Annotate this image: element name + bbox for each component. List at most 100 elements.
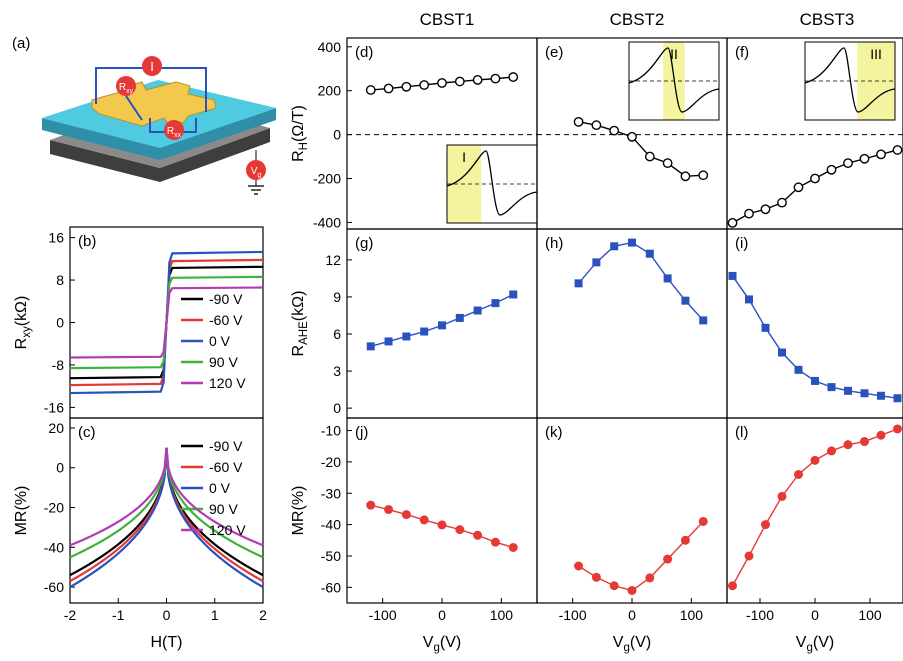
g-ytick-label-1: 3 (333, 363, 341, 379)
d-ytick-label-2: 0 (333, 127, 341, 143)
j-point-8 (508, 543, 518, 552)
l-point-0 (728, 581, 737, 591)
c-xtick-label-0: -2 (64, 607, 77, 623)
c-legend-label-3: 90 V (209, 501, 238, 517)
j-xtick-label-0: -100 (369, 607, 397, 623)
b-legend-label-0: -90 V (209, 291, 243, 307)
i-point-0 (728, 271, 737, 280)
d-ytick-label-4: 400 (318, 39, 342, 55)
d-inset-curve (446, 150, 538, 216)
i-point-9 (877, 391, 885, 400)
g-point-4 (438, 321, 446, 330)
d-point-0 (365, 85, 376, 95)
k-xlabel: Vg(V) (613, 634, 651, 654)
d-point-4 (437, 78, 447, 88)
h-frame (536, 228, 728, 419)
panel-letter-a: (a) (12, 35, 30, 52)
b-legend-label-4: 120 V (209, 375, 246, 391)
g-point-0 (366, 342, 375, 351)
j-point-5 (455, 525, 465, 535)
e-point-0 (573, 116, 584, 127)
d-ylabel: RH(Ω/T) (290, 105, 310, 162)
i-point-6 (827, 383, 836, 392)
c-ytick-label-3: 0 (56, 460, 64, 476)
i-point-2 (761, 323, 770, 332)
c-legend-label-0: -90 V (209, 438, 243, 454)
i-point-5 (811, 376, 819, 385)
j-ylabel: MR(%) (290, 486, 307, 536)
l-point-2 (761, 520, 770, 530)
i-point-10 (893, 394, 902, 403)
d-point-8 (508, 72, 519, 82)
i-point-4 (794, 365, 803, 374)
j-ytick-label-0: -60 (321, 579, 341, 595)
panel-k: -100 0 100 (k) Vg(V) (536, 417, 728, 654)
j-ytick-label-5: -10 (321, 423, 341, 439)
panel-i: (i) (726, 228, 903, 419)
l-point-4 (794, 469, 803, 479)
e-point-6 (680, 171, 691, 182)
c-xtick-label-2: 0 (163, 607, 171, 623)
j-xlabel: Vg(V) (423, 634, 461, 654)
c-xtick-label-4: 2 (259, 607, 267, 623)
c-xtick-label-3: 1 (211, 607, 219, 623)
d-point-3 (419, 80, 430, 90)
j-frame (346, 417, 538, 604)
k-point-2 (609, 581, 619, 591)
k-point-4 (645, 573, 655, 583)
d-point-5 (454, 76, 465, 87)
panel-c: -60 -40 -20 0 20 -2 -1 0 1 2 (c) MR(%) H(T) -90 V -60 … (13, 417, 267, 651)
f-point-0 (727, 217, 738, 228)
f-point-8 (859, 153, 870, 164)
b-ytick-label-2: 0 (56, 315, 64, 331)
g-ytick-label-3: 9 (333, 289, 341, 305)
film-side (42, 118, 160, 160)
h-point-1 (592, 258, 601, 267)
k-frame (536, 417, 728, 604)
k-point-0 (574, 561, 584, 571)
b-ylabel: Rxy(kΩ) (13, 296, 33, 350)
current-label: I (150, 59, 154, 74)
l-xtick-label-2: 100 (858, 607, 882, 623)
h-point-4 (645, 249, 654, 258)
g-point-6 (473, 306, 482, 315)
c-ytick-label-1: -40 (44, 539, 64, 555)
film-side-right (160, 108, 276, 160)
f-point-2 (760, 204, 771, 215)
c-panel-letter: (c) (78, 424, 96, 441)
j-point-1 (384, 505, 394, 515)
panel-g: 0 3 6 9 12 (g) RAHE(kΩ) (290, 228, 538, 419)
rxy-probe (116, 76, 136, 96)
g-ytick-label-4: 12 (325, 252, 341, 268)
g-point-7 (491, 299, 500, 308)
j-xtick-label-2: 100 (490, 607, 514, 623)
e-inset: II (628, 41, 720, 121)
substrate-side-right (160, 128, 270, 182)
panel-l: -100 0 100 (l) Vg(V) (726, 417, 903, 654)
g-point-2 (402, 332, 411, 341)
l-point-7 (843, 440, 853, 450)
b-ytick-label-0: -16 (44, 399, 64, 415)
f-point-6 (826, 164, 837, 175)
i-frame (726, 228, 903, 419)
e-line (578, 121, 704, 178)
panel-h: (h) (536, 228, 728, 419)
column-titles: CBST1 CBST2 CBST3 (420, 10, 855, 29)
rxx-label: Rxx (167, 126, 182, 139)
f-point-4 (793, 182, 804, 193)
e-point-2 (609, 125, 620, 136)
b-legend-label-3: 90 V (209, 354, 238, 370)
h-line (578, 241, 704, 321)
f-inset: III (804, 41, 896, 121)
c-legend-label-2: 0 V (209, 480, 231, 496)
j-point-3 (419, 515, 429, 525)
l-line (731, 428, 898, 587)
j-ytick-label-4: -20 (321, 454, 341, 470)
h-panel-letter: (h) (545, 235, 563, 252)
i-point-8 (860, 389, 869, 398)
d-panel-letter: (d) (355, 44, 373, 61)
j-point-4 (437, 520, 447, 530)
i-panel-letter: (i) (735, 235, 748, 252)
